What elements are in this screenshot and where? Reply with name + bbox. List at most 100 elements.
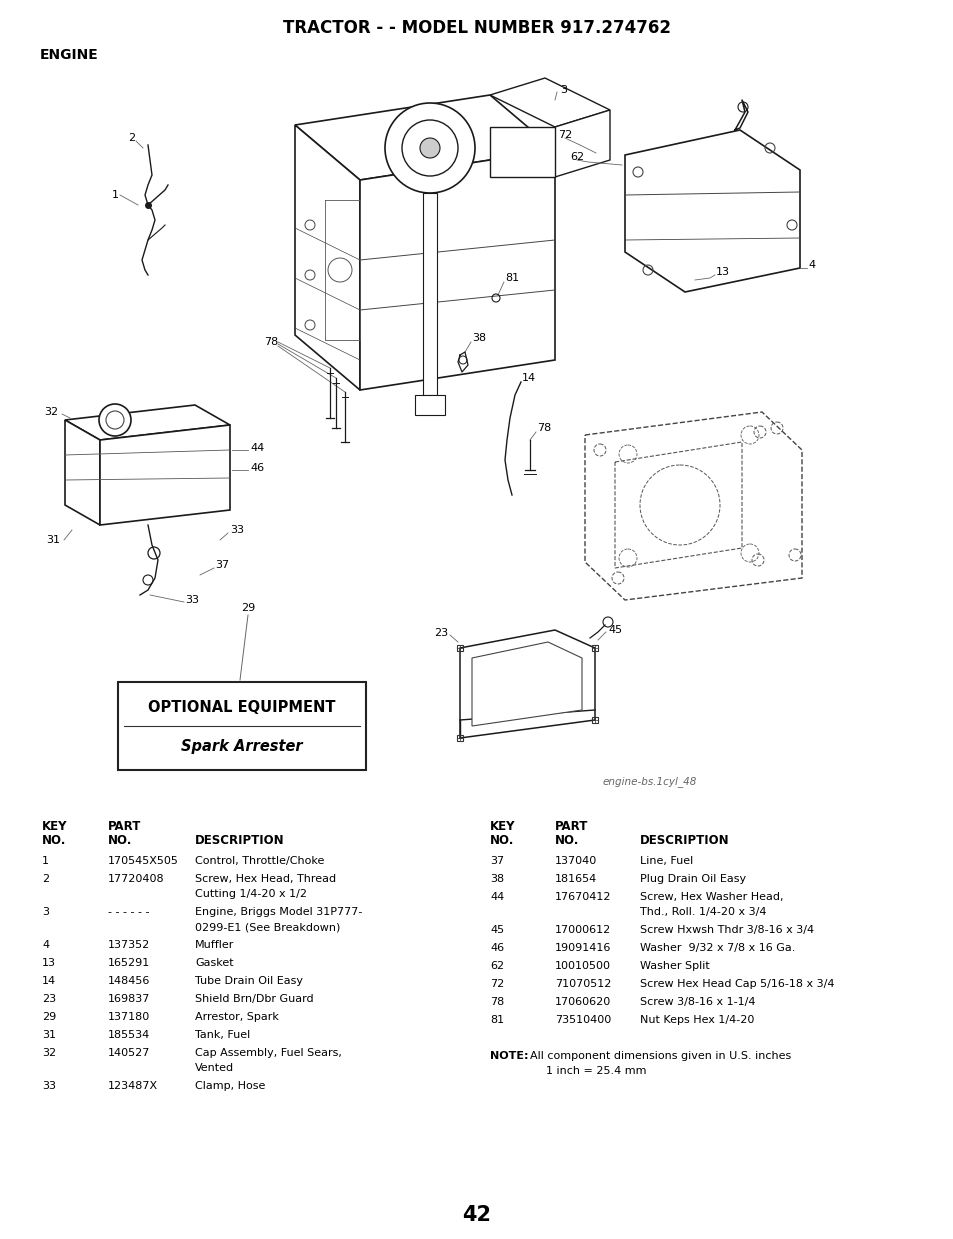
Text: 78: 78 [263,337,277,347]
Text: Cap Assembly, Fuel Sears,: Cap Assembly, Fuel Sears, [194,1048,341,1058]
Text: 78: 78 [537,422,551,432]
Text: 10010500: 10010500 [555,961,610,971]
Text: Washer  9/32 x 7/8 x 16 Ga.: Washer 9/32 x 7/8 x 16 Ga. [639,943,795,953]
Text: DESCRIPTION: DESCRIPTION [194,834,284,847]
Text: 45: 45 [490,926,503,935]
Text: 19091416: 19091416 [555,943,611,953]
Text: 17720408: 17720408 [108,873,165,883]
Text: Tube Drain Oil Easy: Tube Drain Oil Easy [194,976,303,986]
Circle shape [385,103,475,193]
Text: Screw 3/8-16 x 1-1/4: Screw 3/8-16 x 1-1/4 [639,997,755,1007]
Text: Shield Brn/Dbr Guard: Shield Brn/Dbr Guard [194,994,314,1004]
Text: PART: PART [555,820,588,833]
Text: 1: 1 [112,190,118,199]
Text: Screw, Hex Washer Head,: Screw, Hex Washer Head, [639,892,782,902]
Text: Vented: Vented [194,1063,233,1073]
Text: 33: 33 [230,525,244,535]
Text: 148456: 148456 [108,976,151,986]
Text: Washer Split: Washer Split [639,961,709,971]
Polygon shape [624,130,800,292]
Text: 72: 72 [558,130,572,140]
Text: 137352: 137352 [108,940,150,950]
Polygon shape [294,95,555,180]
Circle shape [99,404,131,436]
Text: ENGINE: ENGINE [40,48,99,62]
Text: NOTE:: NOTE: [490,1051,528,1061]
Text: 32: 32 [44,406,58,418]
Polygon shape [422,193,436,395]
Text: 4: 4 [807,260,814,270]
Text: 3: 3 [42,907,49,917]
Text: 45: 45 [607,624,621,636]
Text: Spark Arrester: Spark Arrester [181,738,302,753]
Text: PART: PART [108,820,141,833]
Polygon shape [359,150,555,390]
Text: 14: 14 [521,373,536,383]
Text: engine-bs.1cyl_48: engine-bs.1cyl_48 [602,777,697,788]
Text: 38: 38 [472,333,486,343]
Text: 81: 81 [490,1015,503,1025]
Polygon shape [490,128,555,177]
Text: 2: 2 [42,873,49,883]
Text: 13: 13 [716,266,729,278]
Text: 165291: 165291 [108,958,150,968]
Text: 32: 32 [42,1048,56,1058]
Text: DESCRIPTION: DESCRIPTION [639,834,729,847]
Text: Muffler: Muffler [194,940,234,950]
Text: 2: 2 [129,133,135,142]
Text: 23: 23 [42,994,56,1004]
Text: Screw Hxwsh Thdr 3/8-16 x 3/4: Screw Hxwsh Thdr 3/8-16 x 3/4 [639,926,813,935]
Text: 62: 62 [569,152,583,162]
Text: 33: 33 [185,595,199,605]
Text: 185534: 185534 [108,1030,150,1040]
Polygon shape [615,442,741,567]
Polygon shape [584,413,801,600]
Text: 123487X: 123487X [108,1080,158,1092]
Polygon shape [472,642,581,726]
Text: KEY: KEY [490,820,515,833]
Polygon shape [294,125,359,390]
Text: 33: 33 [42,1080,56,1092]
Text: 62: 62 [490,961,503,971]
Text: 73510400: 73510400 [555,1015,611,1025]
Text: 17670412: 17670412 [555,892,611,902]
Text: Engine, Briggs Model 31P777-: Engine, Briggs Model 31P777- [194,907,362,917]
Text: Thd., Roll. 1/4-20 x 3/4: Thd., Roll. 1/4-20 x 3/4 [639,907,765,917]
Text: Tank, Fuel: Tank, Fuel [194,1030,250,1040]
Circle shape [419,138,439,159]
Text: 181654: 181654 [555,873,597,883]
Text: 44: 44 [250,444,264,453]
Text: 46: 46 [250,463,264,473]
Bar [118,681,366,769]
Polygon shape [100,425,230,525]
Text: - - - - - -: - - - - - - [108,907,150,917]
Text: Line, Fuel: Line, Fuel [639,856,693,866]
Text: TRACTOR - - MODEL NUMBER 917.274762: TRACTOR - - MODEL NUMBER 917.274762 [283,19,670,37]
Text: 29: 29 [42,1012,56,1022]
Text: 23: 23 [434,628,448,638]
Text: 44: 44 [490,892,504,902]
Text: 37: 37 [490,856,503,866]
Text: 17060620: 17060620 [555,997,611,1007]
Text: OPTIONAL EQUIPMENT: OPTIONAL EQUIPMENT [148,700,335,715]
Text: Nut Keps Hex 1/4-20: Nut Keps Hex 1/4-20 [639,1015,754,1025]
Text: 38: 38 [490,873,503,883]
Text: 1 inch = 25.4 mm: 1 inch = 25.4 mm [545,1066,646,1075]
Text: Gasket: Gasket [194,958,233,968]
Text: 13: 13 [42,958,56,968]
Text: Plug Drain Oil Easy: Plug Drain Oil Easy [639,873,745,883]
Text: Arrestor, Spark: Arrestor, Spark [194,1012,278,1022]
Text: 137180: 137180 [108,1012,150,1022]
Text: Screw, Hex Head, Thread: Screw, Hex Head, Thread [194,873,335,883]
Text: Clamp, Hose: Clamp, Hose [194,1080,265,1092]
Text: 3: 3 [559,85,566,95]
Text: NO.: NO. [555,834,578,847]
Text: 81: 81 [504,273,518,282]
Text: NO.: NO. [42,834,67,847]
Text: All component dimensions given in U.S. inches: All component dimensions given in U.S. i… [530,1051,790,1061]
Text: 169837: 169837 [108,994,151,1004]
Text: 31: 31 [42,1030,56,1040]
Polygon shape [65,405,230,440]
Text: 78: 78 [490,997,504,1007]
Text: Cutting 1/4-20 x 1/2: Cutting 1/4-20 x 1/2 [194,890,307,900]
